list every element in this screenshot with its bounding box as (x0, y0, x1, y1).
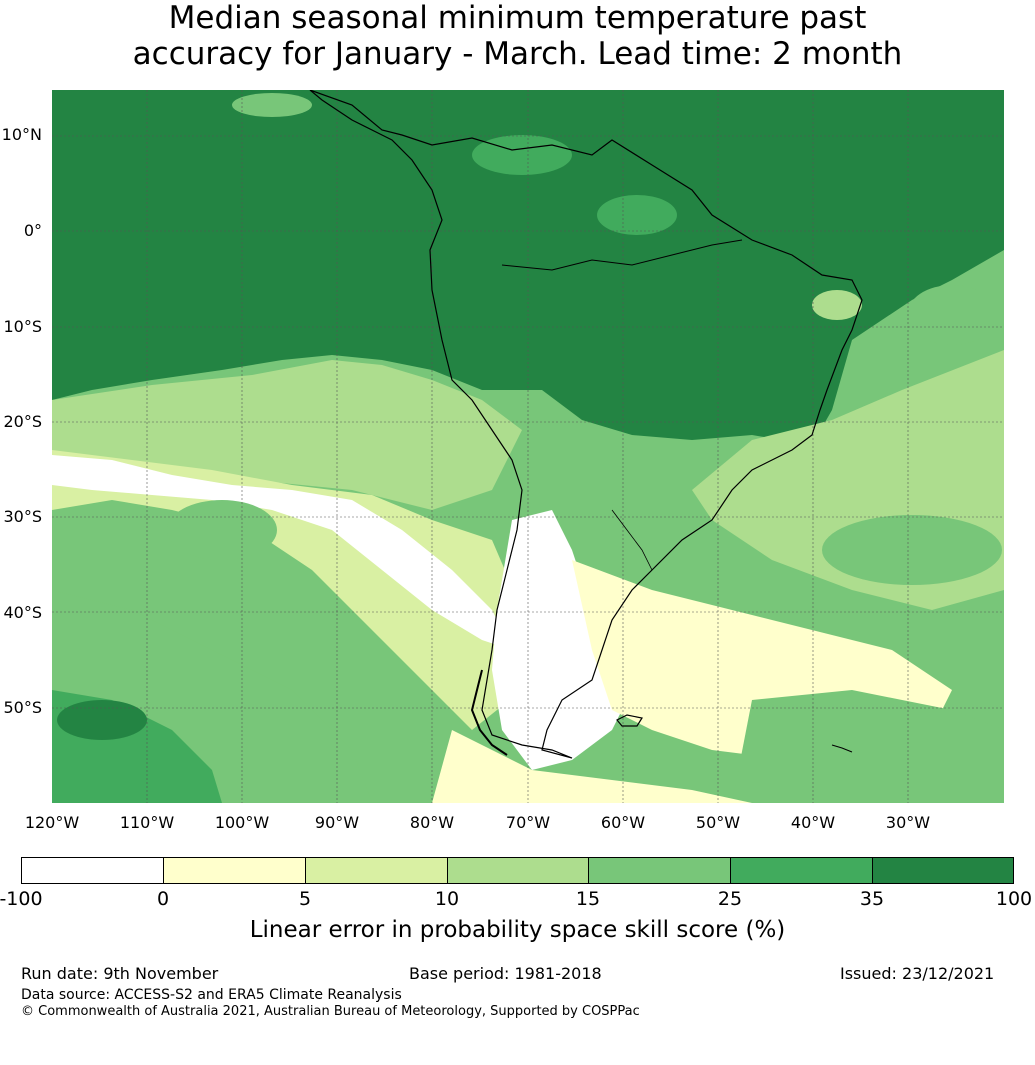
region-far-southeast-pale (432, 730, 752, 803)
region-east-brazil-patch (907, 285, 997, 345)
region-atlantic-skill-patch (822, 515, 1002, 585)
lon-label-50w: 50°W (695, 813, 741, 832)
colorbar-tick-5: 5 (298, 888, 312, 910)
parana-river (611, 509, 653, 571)
data-source: Data source: ACCESS-S2 and ERA5 Climate … (21, 987, 402, 1003)
lon-label-60w: 60°W (600, 813, 646, 832)
skill-score-map (52, 90, 1004, 803)
lat-label-30s: 30°S (3, 507, 42, 526)
region-moderate-skill (52, 360, 522, 510)
lat-label-10s: 10°S (3, 317, 42, 336)
south-america-coastline (309, 90, 863, 759)
lat-label-equator: 0° (23, 221, 42, 240)
colorbar-segment-1 (22, 858, 164, 883)
region-north-patch-1 (232, 93, 312, 117)
issued-date: Issued: 23/12/2021 (840, 964, 995, 983)
lat-label-40s: 40°S (3, 603, 42, 622)
lon-label-30w: 30°W (885, 813, 931, 832)
lon-label-70w: 70°W (505, 813, 551, 832)
base-period: Base period: 1981-2018 (409, 964, 602, 983)
region-northeast-patch (812, 290, 862, 320)
copyright-notice: © Commonwealth of Australia 2021, Austra… (21, 1004, 640, 1019)
lon-label-110w: 110°W (119, 813, 175, 832)
chile-fjords (470, 669, 508, 756)
colorbar-segment-4 (448, 858, 589, 883)
lon-label-100w: 100°W (214, 813, 270, 832)
colorbar-segment-6 (731, 858, 873, 883)
colorbar-tick-100: 100 (995, 888, 1033, 910)
lat-label-50s: 50°S (3, 698, 42, 717)
title-line-2: accuracy for January - March. Lead time:… (132, 36, 903, 72)
region-low-skill-east-pacific (52, 450, 522, 730)
region-high-skill-patch-2 (167, 500, 277, 560)
amazon-river (501, 239, 743, 271)
south-georgia-island (831, 744, 853, 753)
run-date: Run date: 9th November (21, 964, 219, 983)
colorbar-segment-5 (589, 858, 731, 883)
lon-label-120w: 120°W (24, 813, 80, 832)
region-no-skill-patagonia (492, 510, 632, 770)
title-line-1: Median seasonal minimum temperature past (168, 0, 867, 36)
colorbar-tick-10: 10 (434, 888, 460, 910)
graticule (52, 90, 1004, 803)
lon-label-40w: 40°W (790, 813, 836, 832)
region-southeast-atlantic-green (732, 690, 1004, 803)
lon-label-90w: 90°W (314, 813, 360, 832)
colorbar-segment-3 (306, 858, 448, 883)
colorbar-label: Linear error in probability space skill … (249, 917, 786, 943)
colorbar-tick-15: 15 (575, 888, 601, 910)
colorbar-tick-35: 35 (859, 888, 885, 910)
colorbar-segment-7 (873, 858, 1013, 883)
colorbar-segment-2 (164, 858, 306, 883)
falkland-islands (616, 714, 643, 727)
colorbar (21, 857, 1014, 884)
region-no-skill-subtropics (52, 455, 512, 650)
colorbar-tick-0: 0 (156, 888, 170, 910)
region-high-skill-patch-1 (57, 700, 147, 740)
colorbar-tick-25: 25 (717, 888, 743, 910)
region-north-patch-3 (597, 195, 677, 235)
region-north-patch-2 (472, 135, 572, 175)
lat-label-20s: 20°S (3, 412, 42, 431)
lon-label-80w: 80°W (409, 813, 455, 832)
lat-label-10n: 10°N (1, 125, 42, 144)
colorbar-tick-neg100: -100 (0, 888, 43, 910)
map-title: Median seasonal minimum temperature past… (0, 0, 1035, 72)
